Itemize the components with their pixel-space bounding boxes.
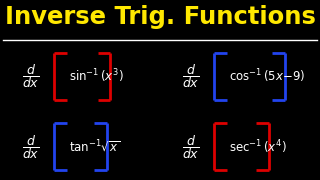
Text: $\dfrac{d}{dx}$: $\dfrac{d}{dx}$ <box>182 133 199 161</box>
Text: $\cos^{-1}(5x{-}9)$: $\cos^{-1}(5x{-}9)$ <box>229 68 305 85</box>
Text: $\dfrac{d}{dx}$: $\dfrac{d}{dx}$ <box>22 133 39 161</box>
Text: $\tan^{-1}\!\sqrt{x}$: $\tan^{-1}\!\sqrt{x}$ <box>69 139 120 155</box>
Text: $\sec^{-1}(x^4)$: $\sec^{-1}(x^4)$ <box>229 138 286 156</box>
Text: $\sin^{-1}(x^3)$: $\sin^{-1}(x^3)$ <box>69 68 124 85</box>
Text: $\dfrac{d}{dx}$: $\dfrac{d}{dx}$ <box>182 62 199 91</box>
Text: $\dfrac{d}{dx}$: $\dfrac{d}{dx}$ <box>22 62 39 91</box>
Text: Inverse Trig. Functions: Inverse Trig. Functions <box>4 5 316 29</box>
